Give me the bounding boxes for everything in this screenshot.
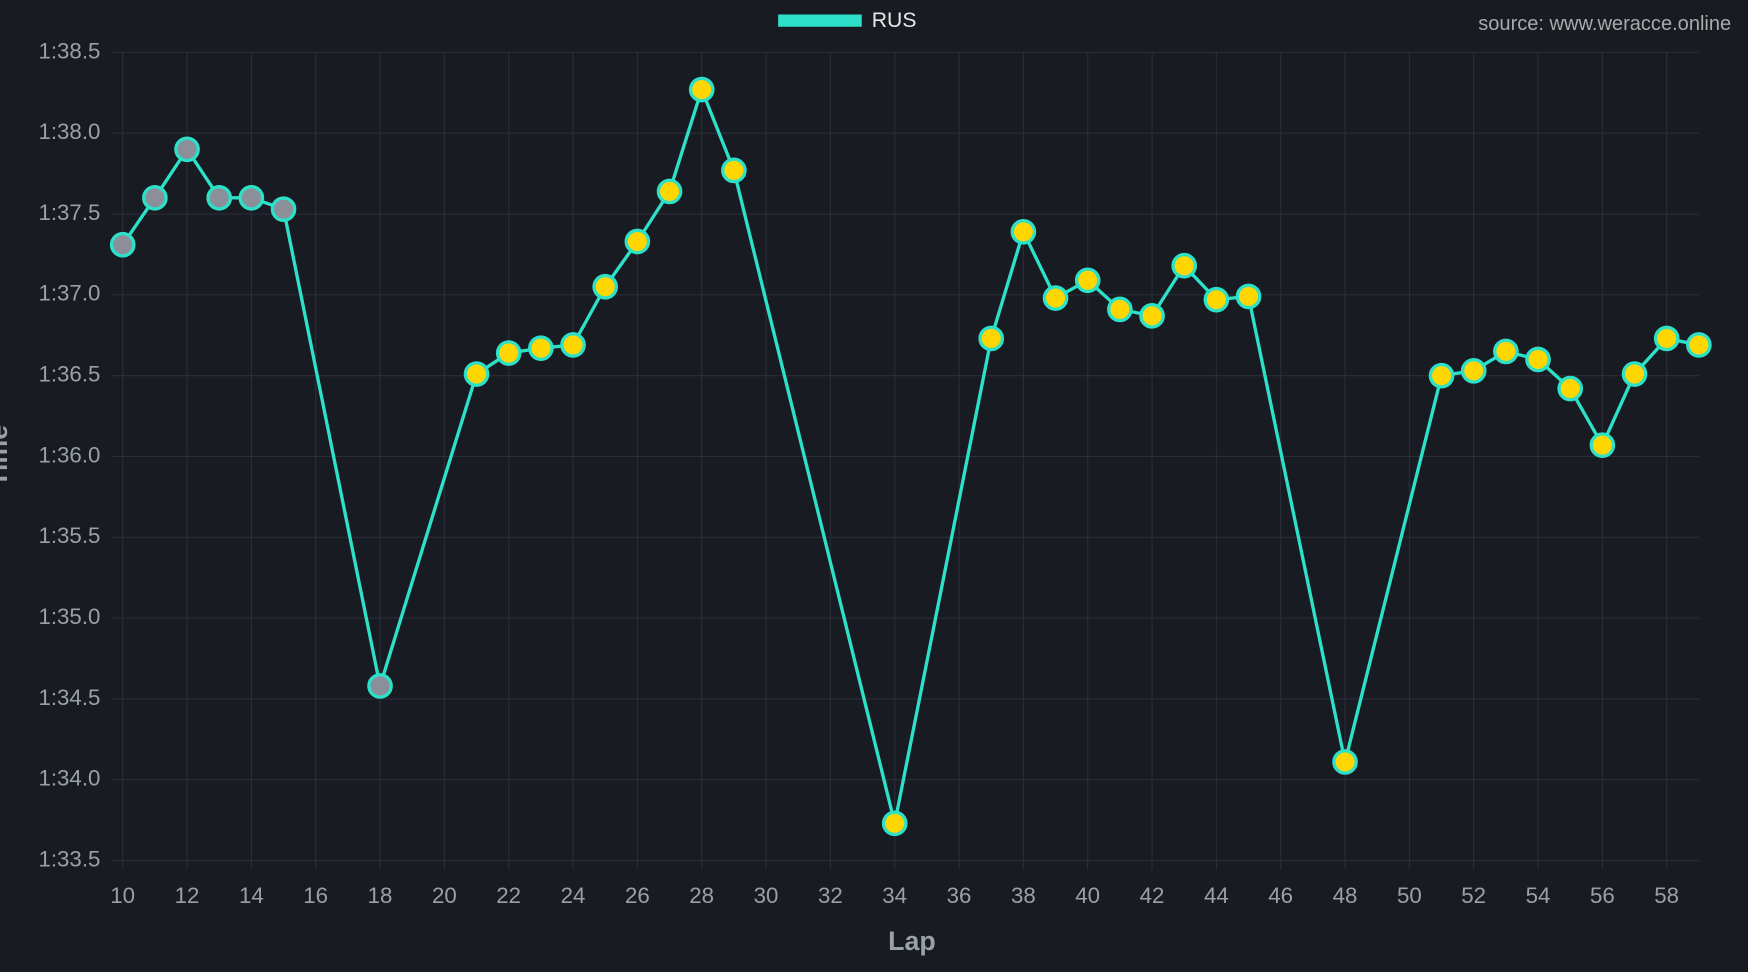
y-tick-label: 1:36.0 <box>38 442 100 467</box>
x-tick-label: 44 <box>1204 883 1229 908</box>
legend-swatch[interactable] <box>778 14 862 27</box>
y-tick-label: 1:37.5 <box>38 200 100 225</box>
y-tick-label: 1:36.5 <box>38 362 100 387</box>
y-tick-label: 1:33.5 <box>38 846 100 871</box>
x-tick-label: 50 <box>1397 883 1422 908</box>
data-point[interactable] <box>528 335 554 361</box>
data-point[interactable] <box>1428 362 1455 389</box>
x-tick-label: 32 <box>818 883 843 908</box>
data-point[interactable] <box>592 273 619 300</box>
data-point[interactable] <box>1332 749 1358 775</box>
data-point[interactable] <box>109 231 136 258</box>
data-point[interactable] <box>1010 218 1037 245</box>
data-point[interactable] <box>1074 267 1101 294</box>
x-tick-label: 22 <box>496 883 521 908</box>
data-point[interactable] <box>688 76 715 103</box>
data-point[interactable] <box>270 196 297 222</box>
x-tick-label: 58 <box>1654 883 1679 908</box>
data-point[interactable] <box>624 228 651 255</box>
y-tick-label: 1:34.5 <box>38 685 100 710</box>
x-tick-label: 20 <box>432 883 457 908</box>
data-point[interactable] <box>1139 303 1165 329</box>
y-tick-label: 1:34.0 <box>38 766 100 791</box>
y-tick-label: 1:37.0 <box>38 281 100 306</box>
data-point[interactable] <box>656 178 683 205</box>
data-point[interactable] <box>1557 375 1584 402</box>
y-tick-label: 1:35.0 <box>38 604 100 629</box>
legend-label[interactable]: RUS <box>872 9 917 32</box>
x-tick-label: 36 <box>947 883 972 908</box>
y-tick-label: 1:38.0 <box>38 119 100 144</box>
watermark: source: www.weracce.online <box>1478 13 1731 35</box>
x-tick-label: 48 <box>1333 883 1358 908</box>
x-tick-label: 24 <box>561 883 586 908</box>
x-tick-label: 40 <box>1075 883 1100 908</box>
data-point[interactable] <box>1621 361 1648 387</box>
data-point[interactable] <box>238 185 265 211</box>
x-tick-label: 56 <box>1590 883 1615 908</box>
data-point[interactable] <box>495 340 522 366</box>
x-axis-label: Lap <box>888 926 936 956</box>
x-tick-label: 30 <box>754 883 779 908</box>
x-tick-label: 26 <box>625 883 650 908</box>
y-tick-label: 1:38.5 <box>38 38 100 63</box>
data-point[interactable] <box>1653 325 1680 352</box>
data-point[interactable] <box>206 185 233 211</box>
data-point[interactable] <box>1171 252 1198 279</box>
x-tick-label: 54 <box>1526 883 1551 908</box>
x-tick-label: 16 <box>303 883 328 908</box>
x-tick-label: 34 <box>882 883 907 908</box>
x-tick-label: 14 <box>239 883 264 908</box>
x-tick-label: 52 <box>1461 883 1486 908</box>
data-point[interactable] <box>1589 432 1616 458</box>
data-point[interactable] <box>1042 285 1069 311</box>
data-point[interactable] <box>978 325 1005 352</box>
data-point[interactable] <box>142 185 168 211</box>
x-tick-label: 42 <box>1140 883 1165 908</box>
data-point[interactable] <box>463 361 490 387</box>
data-point[interactable] <box>1686 332 1712 358</box>
data-point[interactable] <box>1493 338 1519 365</box>
x-tick-label: 18 <box>368 883 393 908</box>
data-point[interactable] <box>881 810 908 837</box>
data-point[interactable] <box>1235 283 1262 310</box>
x-tick-label: 12 <box>175 883 200 908</box>
data-point[interactable] <box>1460 357 1487 384</box>
y-axis-label: Time <box>0 425 13 487</box>
data-point[interactable] <box>1203 286 1230 313</box>
data-point[interactable] <box>174 136 200 163</box>
data-point[interactable] <box>560 332 586 358</box>
x-tick-label: 38 <box>1011 883 1036 908</box>
x-tick-label: 46 <box>1268 883 1293 908</box>
data-point[interactable] <box>721 157 747 184</box>
x-tick-label: 28 <box>689 883 714 908</box>
data-point[interactable] <box>1107 296 1133 323</box>
y-tick-label: 1:35.5 <box>38 523 100 548</box>
data-point[interactable] <box>1525 346 1551 373</box>
data-point[interactable] <box>367 673 393 699</box>
x-tick-label: 10 <box>110 883 135 908</box>
